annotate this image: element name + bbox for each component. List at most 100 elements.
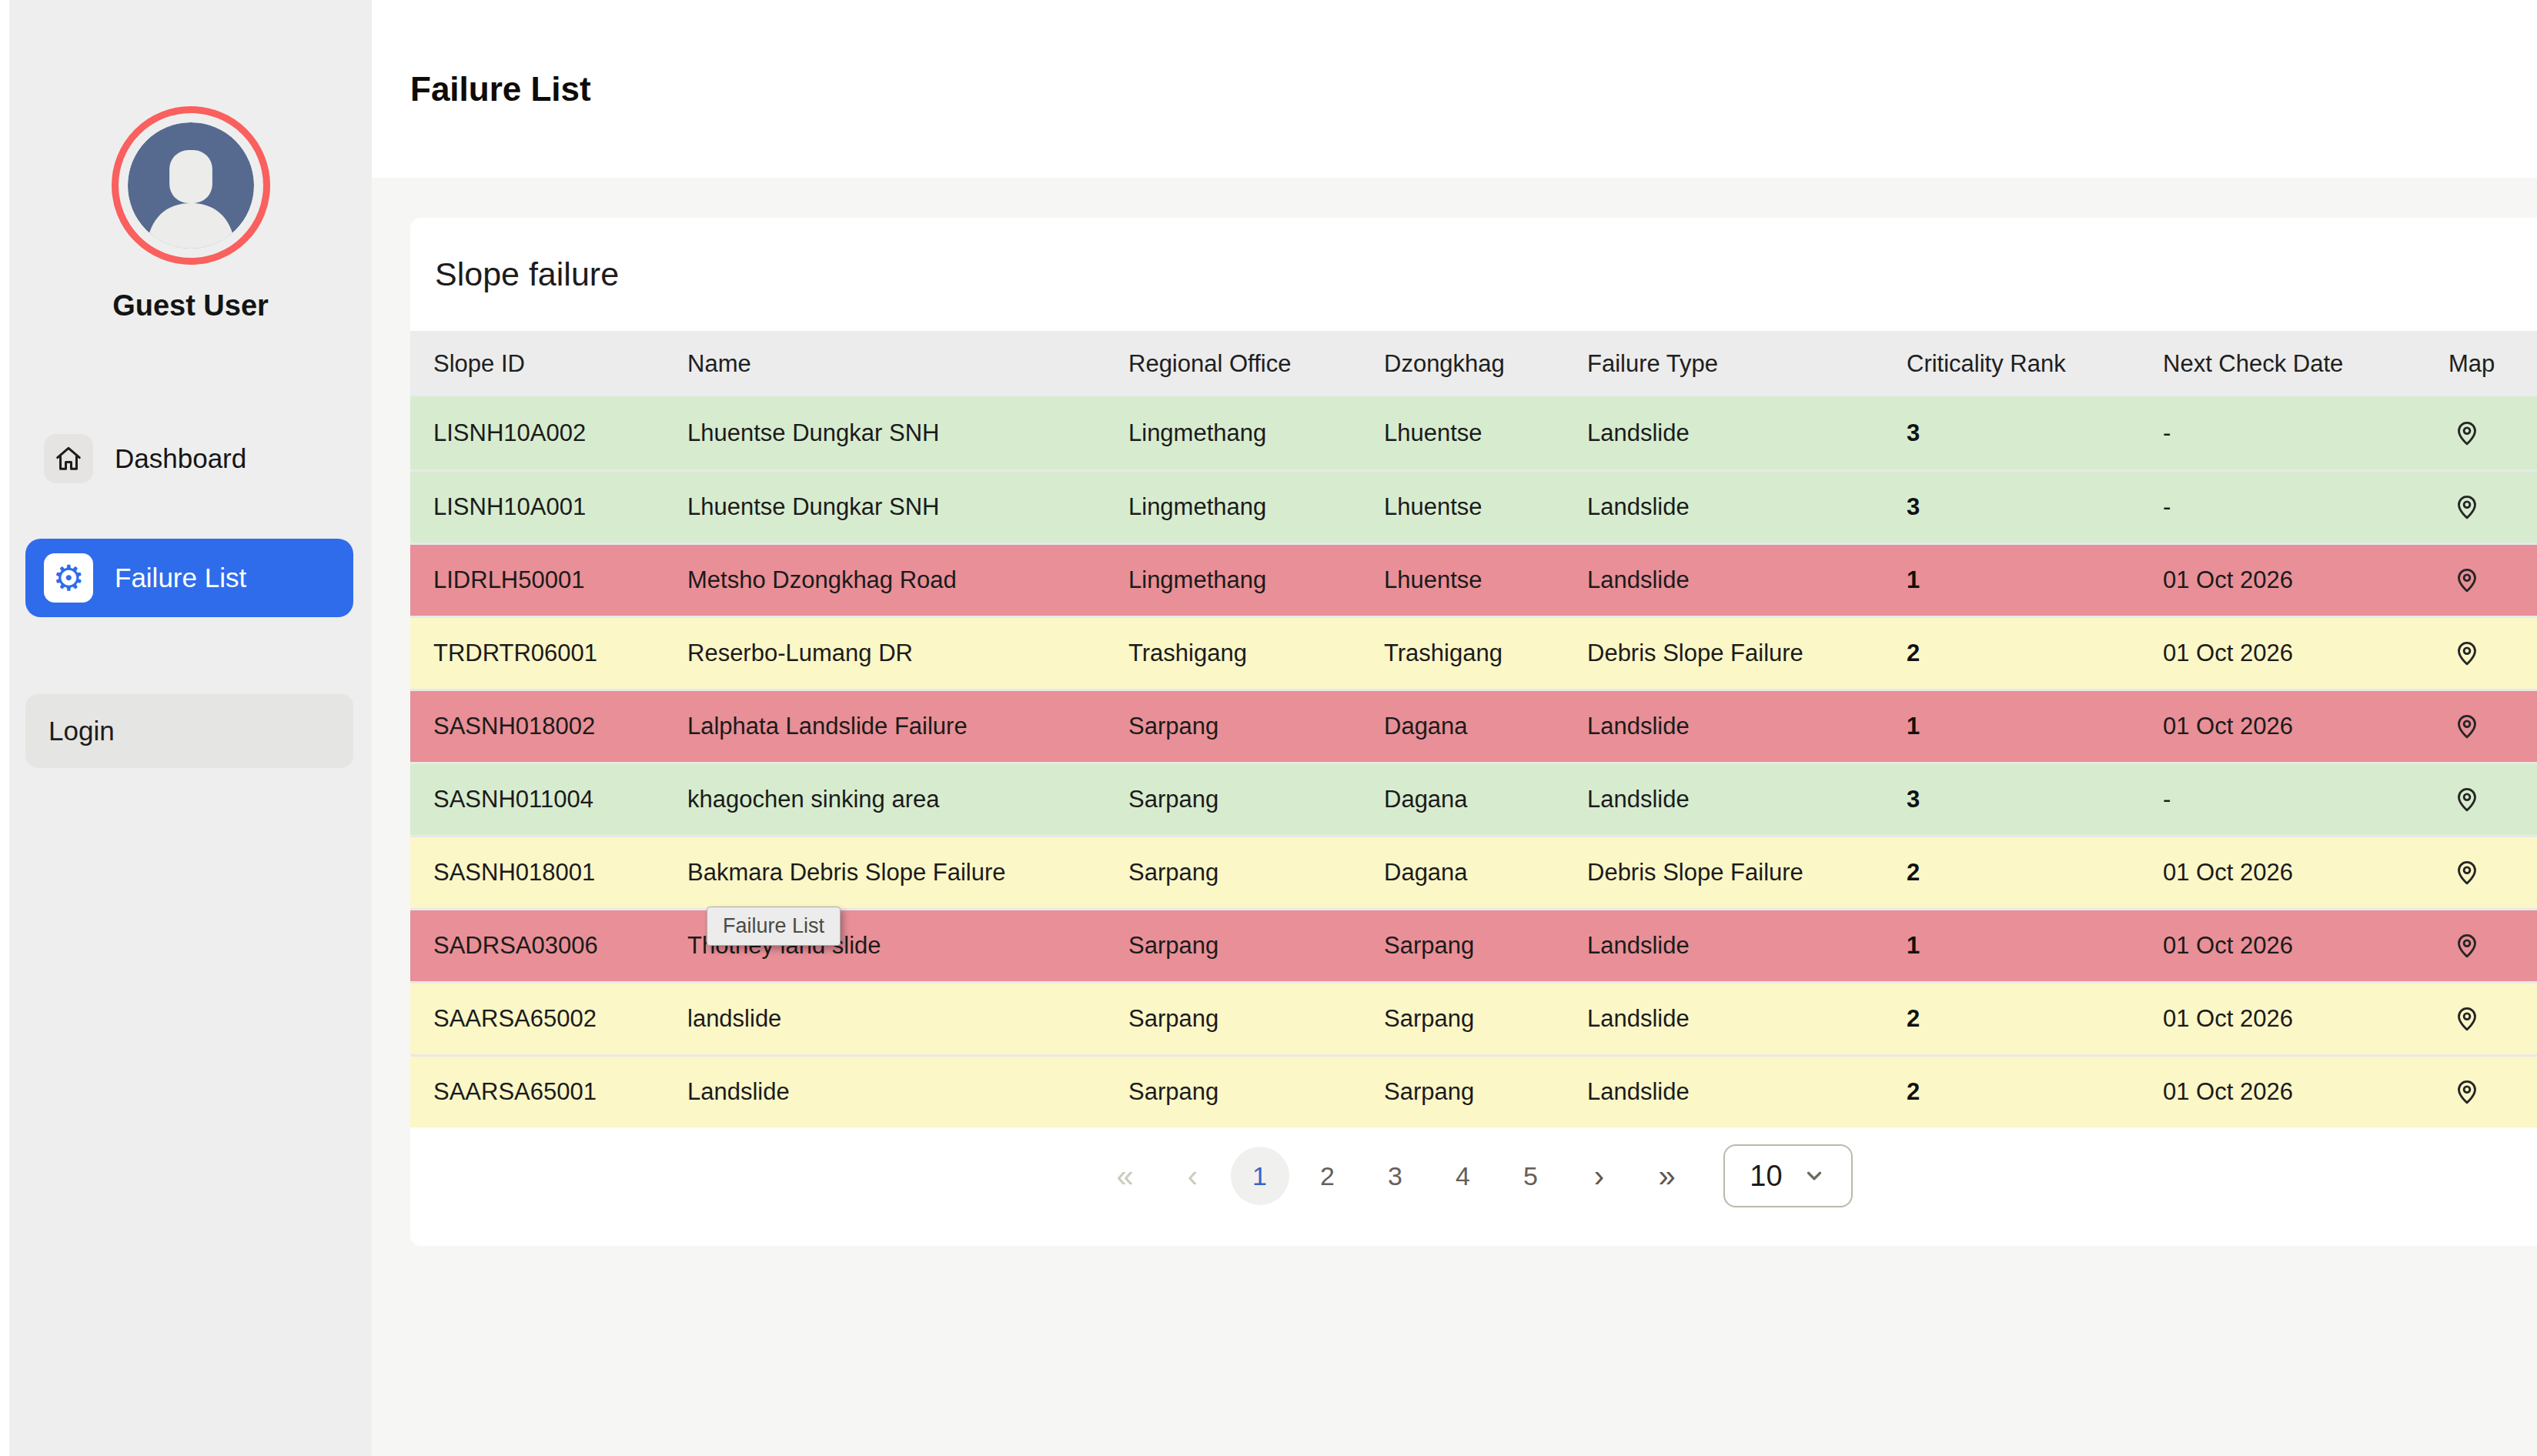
cell-name: Lalphata Landslide Failure (687, 713, 1128, 740)
column-header-regional-office: Regional Office (1128, 350, 1384, 378)
main-area: Failure List Slope failure Slope IDNameR… (372, 0, 2537, 1456)
cell-regional-office: Sarpang (1128, 932, 1384, 960)
map-pin-icon[interactable] (2448, 1005, 2537, 1033)
sidebar-item-failure-list[interactable]: ⚙ Failure List (25, 539, 353, 617)
table-row[interactable]: LISNH10A002Lhuentse Dungkar SNHLingmetha… (410, 396, 2537, 469)
table-row[interactable]: SAARSA65001LandslideSarpangSarpangLandsl… (410, 1054, 2537, 1127)
cell-dzongkhag: Dagana (1384, 713, 1587, 740)
page-size-select[interactable]: 10 (1723, 1144, 1853, 1207)
cell-dzongkhag: Dagana (1384, 859, 1587, 887)
table-row[interactable]: SASNH011004khagochen sinking areaSarpang… (410, 762, 2537, 835)
sidebar: Guest User Dashboard ⚙ Failure List Logi… (9, 0, 372, 1456)
cell-name: Metsho Dzongkhag Road (687, 566, 1128, 594)
sidebar-item-label: Dashboard (115, 443, 246, 474)
table-row[interactable]: SASNH018002Lalphata Landslide FailureSar… (410, 689, 2537, 762)
cell-next-check-date: 01 Oct 2026 (2163, 566, 2448, 594)
pagination: « ‹ 12345 › » 10 (410, 1127, 2537, 1224)
tooltip: Failure List (707, 907, 841, 946)
chevron-down-icon (1803, 1164, 1826, 1187)
cell-name: Lhuentse Dungkar SNH (687, 419, 1128, 447)
cell-criticality-rank: 1 (1907, 566, 2163, 594)
cell-failure-type: Debris Slope Failure (1587, 859, 1907, 887)
cell-failure-type: Landslide (1587, 1005, 1907, 1033)
cell-next-check-date: - (2163, 419, 2448, 447)
cell-criticality-rank: 3 (1907, 493, 2163, 521)
pagination-page-4[interactable]: 4 (1434, 1147, 1492, 1205)
user-name: Guest User (112, 289, 269, 322)
app-window: Guest User Dashboard ⚙ Failure List Logi… (0, 0, 2537, 1456)
map-pin-icon[interactable] (2448, 566, 2537, 594)
sidebar-item-label: Failure List (115, 563, 246, 593)
pagination-page-3[interactable]: 3 (1366, 1147, 1425, 1205)
cell-dzongkhag: Lhuentse (1384, 493, 1587, 521)
cell-dzongkhag: Sarpang (1384, 1005, 1587, 1033)
slope-failure-card: Slope failure Slope IDNameRegional Offic… (410, 218, 2537, 1246)
table-row[interactable]: SASNH018001Bakmara Debris Slope FailureS… (410, 835, 2537, 908)
pagination-next-button[interactable]: › (1569, 1147, 1628, 1205)
left-gutter (0, 0, 9, 1456)
map-pin-icon[interactable] (2448, 640, 2537, 667)
cell-criticality-rank: 3 (1907, 419, 2163, 447)
cell-regional-office: Trashigang (1128, 640, 1384, 667)
sidebar-nav: Dashboard ⚙ Failure List Login (9, 419, 372, 768)
pagination-pages: 12345 (1231, 1147, 1560, 1205)
cell-dzongkhag: Lhuentse (1384, 566, 1587, 594)
page-size-value: 10 (1750, 1160, 1782, 1193)
card-title: Slope failure (435, 255, 619, 293)
cell-slope-id: SADRSA03006 (433, 932, 687, 960)
cell-slope-id: SASNH011004 (433, 786, 687, 813)
cell-next-check-date: 01 Oct 2026 (2163, 1078, 2448, 1106)
cell-failure-type: Landslide (1587, 786, 1907, 813)
table-header-row: Slope IDNameRegional OfficeDzongkhagFail… (410, 331, 2537, 396)
column-header-next-check-date: Next Check Date (2163, 350, 2448, 378)
cell-name: Bakmara Debris Slope Failure (687, 859, 1128, 887)
cell-slope-id: LISNH10A002 (433, 419, 687, 447)
pagination-prev-button[interactable]: ‹ (1163, 1147, 1222, 1205)
cell-name: landslide (687, 1005, 1128, 1033)
column-header-map: Map (2448, 350, 2537, 378)
table-row[interactable]: LIDRLH50001Metsho Dzongkhag RoadLingmeth… (410, 543, 2537, 616)
cell-regional-office: Sarpang (1128, 713, 1384, 740)
cell-next-check-date: 01 Oct 2026 (2163, 1005, 2448, 1033)
cell-name: Lhuentse Dungkar SNH (687, 493, 1128, 521)
cell-slope-id: TRDRTR06001 (433, 640, 687, 667)
map-pin-icon[interactable] (2448, 859, 2537, 887)
cell-criticality-rank: 2 (1907, 859, 2163, 887)
cell-regional-office: Sarpang (1128, 859, 1384, 887)
table-row[interactable]: LISNH10A001Lhuentse Dungkar SNHLingmetha… (410, 469, 2537, 543)
cell-slope-id: SASNH018002 (433, 713, 687, 740)
cell-dzongkhag: Lhuentse (1384, 419, 1587, 447)
pagination-page-2[interactable]: 2 (1299, 1147, 1357, 1205)
cell-criticality-rank: 3 (1907, 786, 2163, 813)
cell-slope-id: SAARSA65001 (433, 1078, 687, 1106)
cell-failure-type: Landslide (1587, 932, 1907, 960)
sidebar-item-dashboard[interactable]: Dashboard (28, 419, 353, 498)
pagination-first-button[interactable]: « (1095, 1147, 1154, 1205)
cell-failure-type: Landslide (1587, 713, 1907, 740)
cell-dzongkhag: Sarpang (1384, 1078, 1587, 1106)
cell-regional-office: Lingmethang (1128, 566, 1384, 594)
cell-regional-office: Sarpang (1128, 786, 1384, 813)
cell-next-check-date: - (2163, 786, 2448, 813)
map-pin-icon[interactable] (2448, 493, 2537, 521)
map-pin-icon[interactable] (2448, 786, 2537, 813)
map-pin-icon[interactable] (2448, 932, 2537, 960)
cell-regional-office: Sarpang (1128, 1078, 1384, 1106)
table-row[interactable]: SAARSA65002landslideSarpangSarpangLandsl… (410, 981, 2537, 1054)
column-header-dzongkhag: Dzongkhag (1384, 350, 1587, 378)
pagination-page-5[interactable]: 5 (1502, 1147, 1560, 1205)
cell-regional-office: Lingmethang (1128, 419, 1384, 447)
cell-failure-type: Debris Slope Failure (1587, 640, 1907, 667)
pagination-last-button[interactable]: » (1637, 1147, 1696, 1205)
cell-criticality-rank: 2 (1907, 1005, 2163, 1033)
table-row[interactable]: TRDRTR06001Reserbo-Lumang DRTrashigangTr… (410, 616, 2537, 689)
cell-next-check-date: 01 Oct 2026 (2163, 640, 2448, 667)
cell-failure-type: Landslide (1587, 1078, 1907, 1106)
map-pin-icon[interactable] (2448, 1078, 2537, 1106)
cell-dzongkhag: Trashigang (1384, 640, 1587, 667)
map-pin-icon[interactable] (2448, 419, 2537, 447)
column-header-criticality-rank: Criticality Rank (1907, 350, 2163, 378)
map-pin-icon[interactable] (2448, 713, 2537, 740)
login-button[interactable]: Login (25, 694, 353, 768)
pagination-page-1[interactable]: 1 (1231, 1147, 1289, 1205)
